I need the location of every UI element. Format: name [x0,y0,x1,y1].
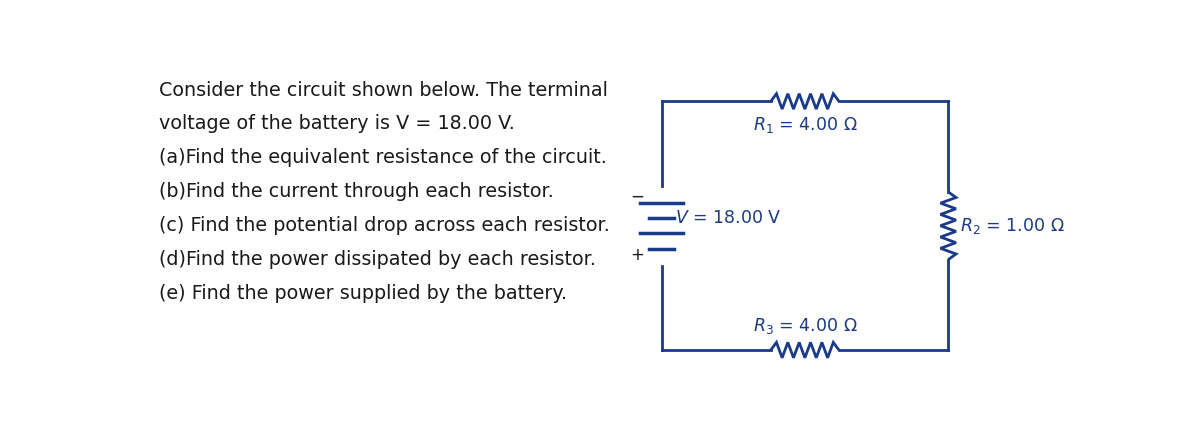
Text: (c) Find the potential drop across each resistor.: (c) Find the potential drop across each … [160,216,610,235]
Text: $V$ = 18.00 V: $V$ = 18.00 V [676,209,782,227]
Text: (d)Find the power dissipated by each resistor.: (d)Find the power dissipated by each res… [160,250,596,269]
Text: Consider the circuit shown below. The terminal: Consider the circuit shown below. The te… [160,80,608,100]
Text: (b)Find the current through each resistor.: (b)Find the current through each resisto… [160,182,554,201]
Text: $R_1$ = 4.00 Ω: $R_1$ = 4.00 Ω [752,115,857,135]
Text: (a)Find the equivalent resistance of the circuit.: (a)Find the equivalent resistance of the… [160,148,607,167]
Text: (e) Find the power supplied by the battery.: (e) Find the power supplied by the batte… [160,284,568,303]
Text: $R_3$ = 4.00 Ω: $R_3$ = 4.00 Ω [752,316,857,336]
Text: −: − [630,187,643,206]
Text: $R_2$ = 1.00 Ω: $R_2$ = 1.00 Ω [960,216,1064,236]
Text: voltage of the battery is V = 18.00 V.: voltage of the battery is V = 18.00 V. [160,114,515,134]
Text: +: + [630,246,643,264]
